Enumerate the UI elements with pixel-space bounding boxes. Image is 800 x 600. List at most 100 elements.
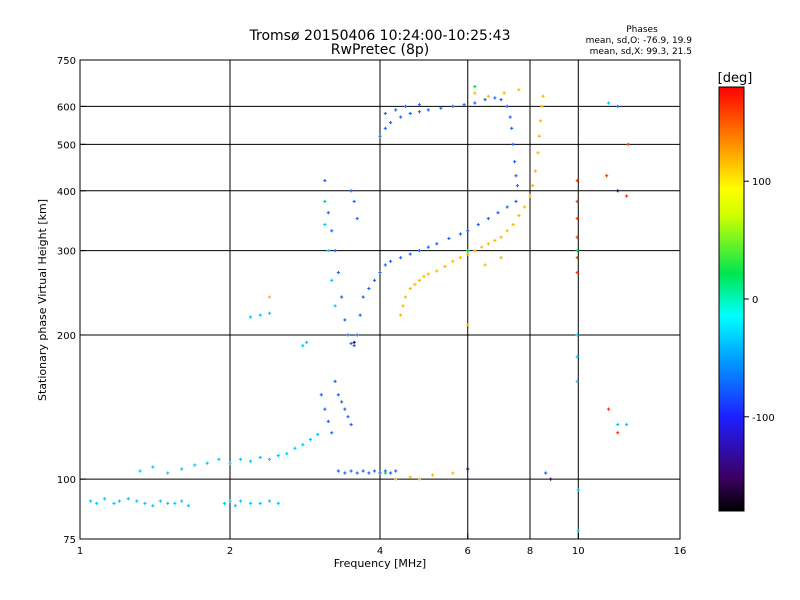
data-point [575, 355, 579, 359]
data-point [205, 461, 209, 465]
colorbar-ticks: 100 0 -100 [744, 177, 775, 424]
data-point [505, 205, 509, 209]
x-tick-label: 4 [377, 546, 383, 557]
data-point [372, 278, 377, 282]
data-point [308, 437, 313, 442]
data-point [451, 104, 455, 109]
data-point [326, 419, 330, 423]
data-point [486, 216, 490, 221]
x-tick-label: 1 [77, 546, 83, 557]
data-point [340, 295, 344, 299]
data-point [349, 189, 353, 193]
data-point [383, 111, 387, 116]
data-point [361, 295, 365, 299]
data-point [326, 249, 330, 253]
data-point [361, 469, 365, 473]
data-point [575, 235, 579, 239]
data-point [476, 222, 480, 227]
data-point [343, 407, 347, 411]
data-point [166, 501, 170, 505]
x-tick-label: 2 [227, 546, 233, 557]
data-point [383, 471, 387, 475]
data-point [408, 111, 412, 116]
data-point [238, 457, 243, 461]
chart-subtitle: RwPretec (8p) [331, 42, 429, 58]
data-point [575, 199, 579, 204]
data-point [505, 104, 509, 109]
phase-stats-o: mean, sd,O: -76.9, 19.9 [586, 36, 693, 46]
data-point [249, 315, 253, 319]
data-point [430, 473, 435, 477]
data-point [378, 471, 382, 475]
data-point [605, 174, 609, 178]
colorbar-label: [deg] [718, 71, 753, 86]
data-point [383, 126, 387, 130]
data-point [462, 103, 466, 107]
data-point [151, 504, 155, 508]
data-point [417, 249, 422, 253]
data-point [576, 529, 580, 533]
data-point [394, 469, 398, 473]
data-point [473, 91, 477, 95]
data-point [126, 497, 130, 501]
data-point [336, 393, 340, 397]
data-point [267, 499, 272, 503]
data-point [249, 501, 253, 505]
data-point [336, 270, 340, 275]
data-point [473, 84, 477, 89]
y-tick-label: 600 [57, 102, 76, 113]
data-point [447, 236, 451, 241]
data-point [575, 379, 579, 383]
data-point [466, 229, 470, 233]
data-point [112, 501, 116, 505]
data-point [493, 96, 497, 100]
chart-title: Tromsø 20150406 10:24:00-10:25:43 [249, 28, 511, 44]
data-point [343, 471, 347, 475]
data-point [323, 199, 327, 204]
data-point [417, 110, 422, 114]
data-point [417, 103, 422, 107]
data-point [355, 216, 359, 221]
data-point [399, 313, 403, 317]
data-point [276, 453, 280, 458]
data-points [88, 84, 630, 533]
data-point [330, 431, 334, 435]
data-point [439, 106, 443, 110]
y-tick-label: 75 [63, 535, 76, 546]
data-point [102, 497, 107, 501]
data-point [466, 249, 470, 253]
data-point [496, 211, 500, 215]
y-tick-label: 500 [57, 140, 76, 151]
data-point [399, 115, 403, 119]
data-point [95, 501, 99, 505]
y-tick-label: 200 [57, 331, 76, 342]
data-point [349, 422, 353, 427]
x-tick-label: 6 [465, 546, 471, 557]
data-point [515, 184, 520, 188]
data-point [333, 379, 337, 383]
data-point [466, 252, 470, 256]
data-point [575, 256, 579, 260]
data-point [138, 469, 142, 473]
data-point [544, 471, 548, 475]
data-point [510, 126, 514, 130]
data-point [372, 469, 377, 473]
data-point [346, 333, 350, 337]
data-point [606, 407, 611, 411]
data-point [378, 134, 382, 138]
data-point [541, 94, 545, 98]
data-point [217, 457, 221, 461]
colorbar-tick-label: 100 [752, 177, 771, 188]
data-point [346, 415, 350, 419]
data-point [180, 467, 184, 471]
data-point [349, 341, 353, 346]
data-point [486, 242, 490, 246]
data-point [394, 108, 398, 112]
data-point [533, 169, 537, 173]
data-point [508, 115, 512, 119]
data-point [352, 344, 356, 348]
colorbar [719, 87, 744, 511]
data-point [166, 471, 170, 475]
data-point [435, 242, 439, 246]
